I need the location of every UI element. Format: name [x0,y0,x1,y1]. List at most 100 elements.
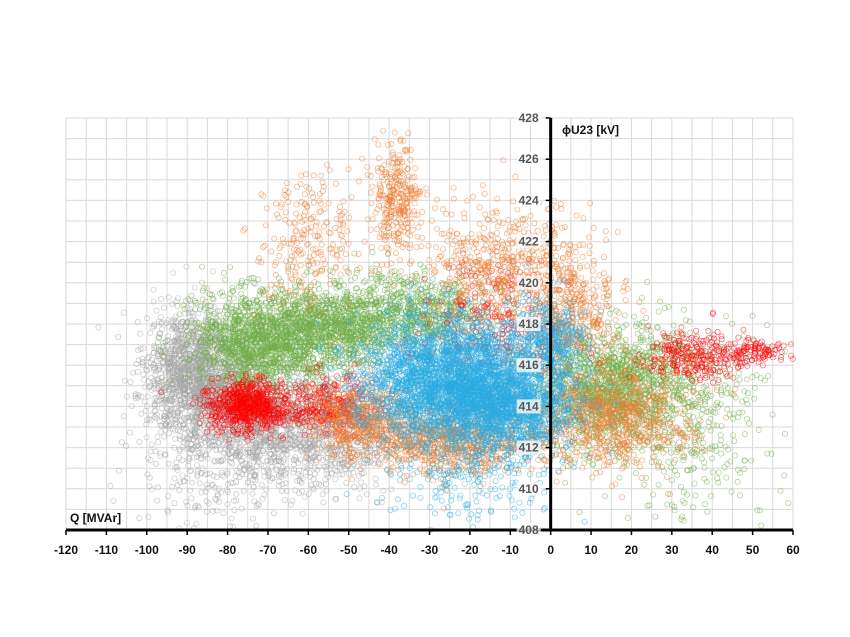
data-point [172,325,179,332]
data-point [180,332,187,339]
data-point [166,388,173,395]
data-point [181,387,188,394]
data-point [153,412,160,419]
data-point [182,366,189,373]
data-point [176,421,183,428]
data-point [143,366,150,373]
data-point [174,410,181,417]
data-point [167,406,174,413]
data-point [171,427,178,434]
data-point [165,323,172,330]
data-point [181,334,188,341]
data-point [162,383,169,390]
data-point [164,317,171,324]
data-point [171,390,178,397]
data-point [153,357,160,364]
data-point [186,468,193,475]
data-point [185,364,192,371]
data-point [168,301,175,308]
data-point [166,430,173,437]
data-point [163,320,170,327]
data-point [180,350,187,357]
data-point [163,349,170,356]
data-point [178,400,185,407]
data-point [151,413,158,420]
data-point [162,398,169,405]
data-point [170,269,177,276]
data-point [138,410,145,417]
data-point [166,411,173,418]
data-point [138,393,145,400]
data-point [148,386,155,393]
data-point [166,360,173,367]
data-point [202,316,209,323]
data-point [153,307,160,314]
data-point [174,295,181,302]
data-point [191,284,198,291]
data-point [155,375,162,382]
data-point [150,286,157,293]
data-point [165,294,172,301]
data-point [202,317,209,324]
data-point [154,385,161,392]
data-point [150,366,157,373]
data-point [156,366,163,373]
data-point [195,434,202,441]
data-point [155,318,162,325]
data-point [190,348,197,355]
data-point [177,366,184,373]
data-point [146,415,153,422]
data-point [171,374,178,381]
data-point [158,374,165,381]
data-point [149,324,156,331]
data-point [157,295,164,302]
data-point [187,319,194,326]
data-point [179,318,186,325]
data-point [178,345,185,352]
data-point [162,369,169,376]
data-point [160,304,167,311]
data-point [171,444,178,451]
data-point [179,406,186,413]
data-point [156,331,163,338]
data-point [193,383,200,390]
data-point [175,345,182,352]
data-point [198,279,205,286]
data-point [121,377,128,384]
data-point [161,415,168,422]
data-point [120,309,127,316]
data-point [201,301,208,308]
data-point [195,310,202,317]
data-point [178,320,185,327]
data-point [174,336,181,343]
data-point [148,441,155,448]
data-point [209,268,216,275]
data-point [141,383,148,390]
data-point [186,313,193,320]
data-point [158,326,165,333]
data-point [115,333,122,340]
data-point [134,368,141,375]
data-point [147,359,154,366]
data-point [128,403,135,410]
data-point [143,315,150,322]
data-point [143,362,150,369]
data-point [150,377,157,384]
data-point [151,401,158,408]
data-point [182,359,189,366]
data-point [143,434,150,441]
data-point [160,378,167,385]
data-point [172,351,179,358]
data-point [135,347,142,354]
data-point [135,391,142,398]
data-point [141,398,148,405]
data-point [140,371,147,378]
data-point [140,362,147,369]
data-point [211,304,218,311]
data-point [151,342,158,349]
data-point [179,346,186,353]
data-point [134,319,141,326]
data-point [123,393,130,400]
data-point [178,367,185,374]
